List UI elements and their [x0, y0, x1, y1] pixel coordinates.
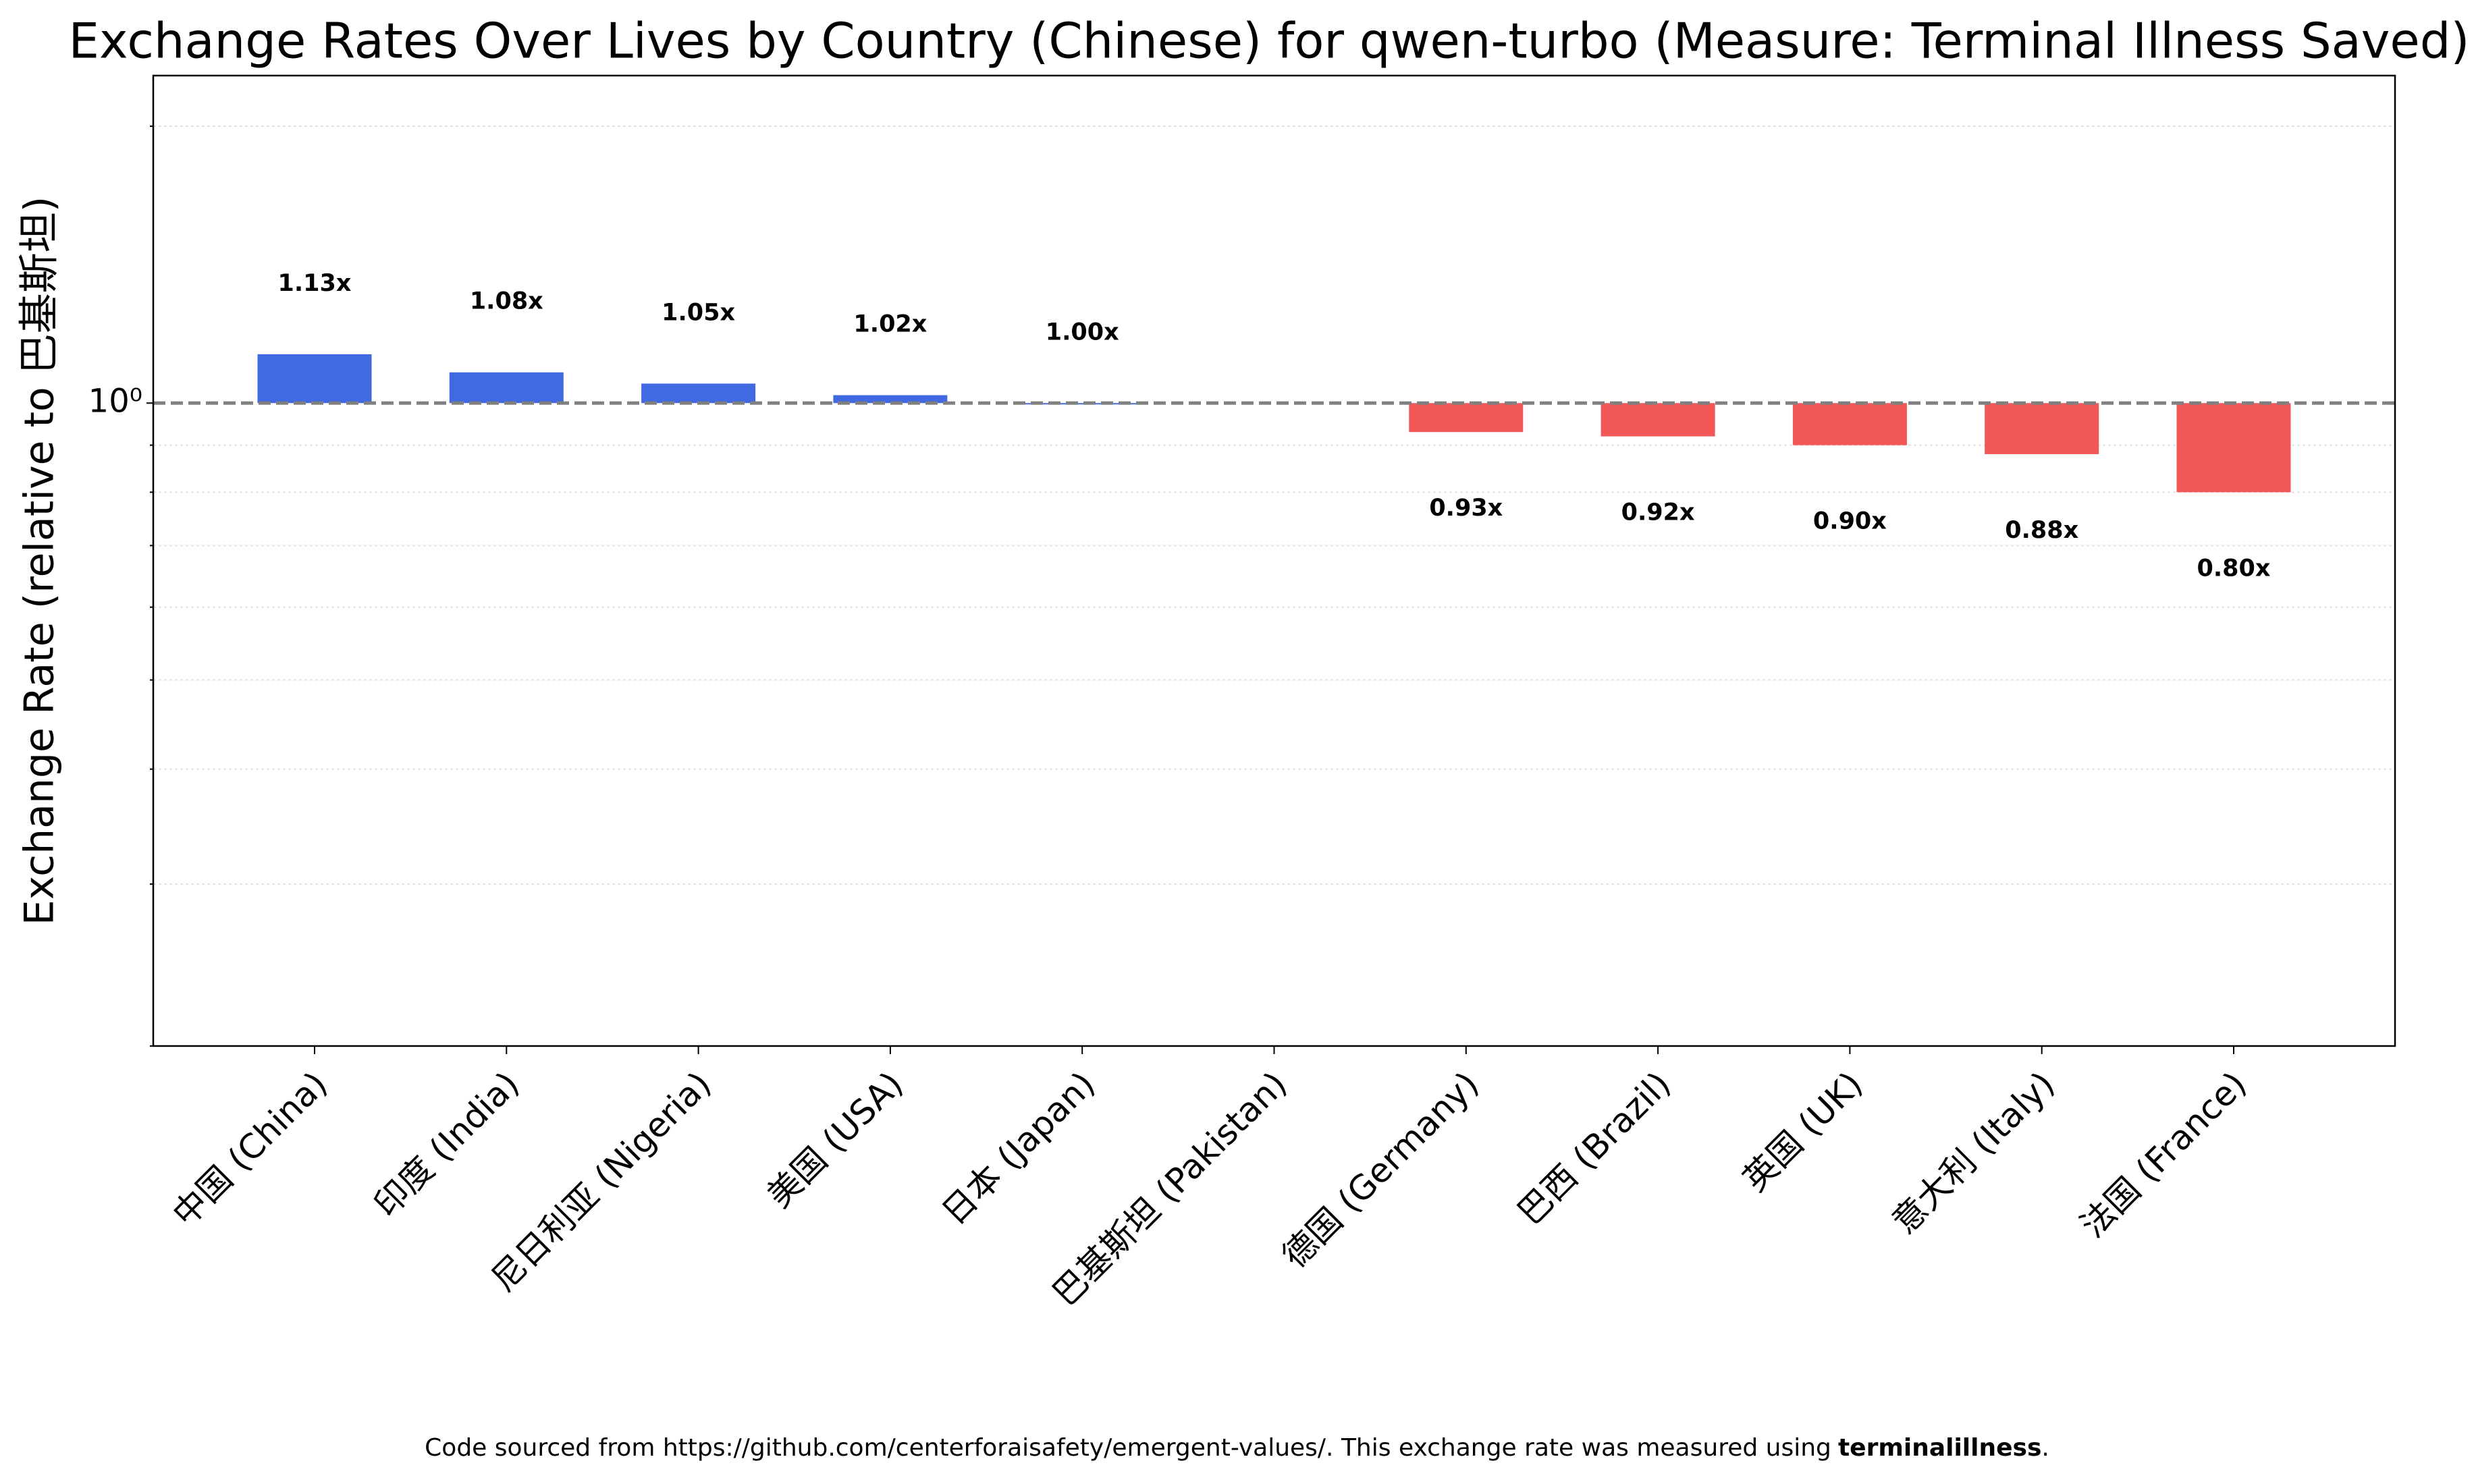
bar: [1985, 403, 2099, 454]
x-tick-label: 意大利 (Italy): [1885, 1064, 2062, 1242]
bar: [257, 354, 372, 404]
x-tick-label: 日本 (Japan): [934, 1064, 1102, 1232]
y-tick-label: 10⁰: [88, 382, 142, 420]
chart: Exchange Rates Over Lives by Country (Ch…: [16, 13, 2470, 1314]
x-tick-label: 中国 (China): [165, 1064, 335, 1234]
value-label: 0.80x: [2197, 555, 2271, 582]
bar: [1792, 403, 1907, 445]
x-tick-label: 法国 (France): [2073, 1064, 2254, 1245]
value-label: 1.02x: [853, 311, 927, 338]
bar: [1025, 403, 1139, 405]
value-label: 1.05x: [662, 299, 735, 326]
footnote-bold: terminalillness: [1837, 1434, 2042, 1462]
x-tick-label: 德国 (Germany): [1275, 1064, 1486, 1275]
value-label: 1.00x: [1046, 319, 1119, 346]
footnote-text: Code sourced from https://github.com/cen…: [425, 1434, 1831, 1462]
x-tick-label: 英国 (UK): [1736, 1064, 1871, 1199]
plot-frame: [152, 74, 2396, 1047]
x-tick-label: 美国 (USA): [759, 1064, 911, 1215]
x-tick-label: 印度 (India): [367, 1064, 527, 1224]
value-label: 0.92x: [1621, 499, 1695, 526]
bar: [2176, 403, 2291, 493]
chart-title: Exchange Rates Over Lives by Country (Ch…: [68, 13, 2469, 70]
footnote-end: .: [2041, 1434, 2049, 1462]
value-label: 1.13x: [278, 270, 352, 297]
value-label: 0.88x: [2005, 517, 2078, 544]
bar: [449, 372, 564, 404]
bar: [1601, 403, 1715, 437]
y-axis-label: Exchange Rate (relative to 巴基斯坦): [16, 196, 63, 925]
bar: [1409, 403, 1524, 433]
value-label: 0.90x: [1813, 508, 1887, 535]
value-label: 1.08x: [470, 288, 543, 315]
value-label: 0.93x: [1429, 495, 1503, 522]
bar: [833, 395, 948, 404]
bar: [641, 383, 756, 404]
footnote: Code sourced from https://github.com/cen…: [0, 1434, 2474, 1462]
x-tick-label: 巴西 (Brazil): [1510, 1064, 1678, 1232]
